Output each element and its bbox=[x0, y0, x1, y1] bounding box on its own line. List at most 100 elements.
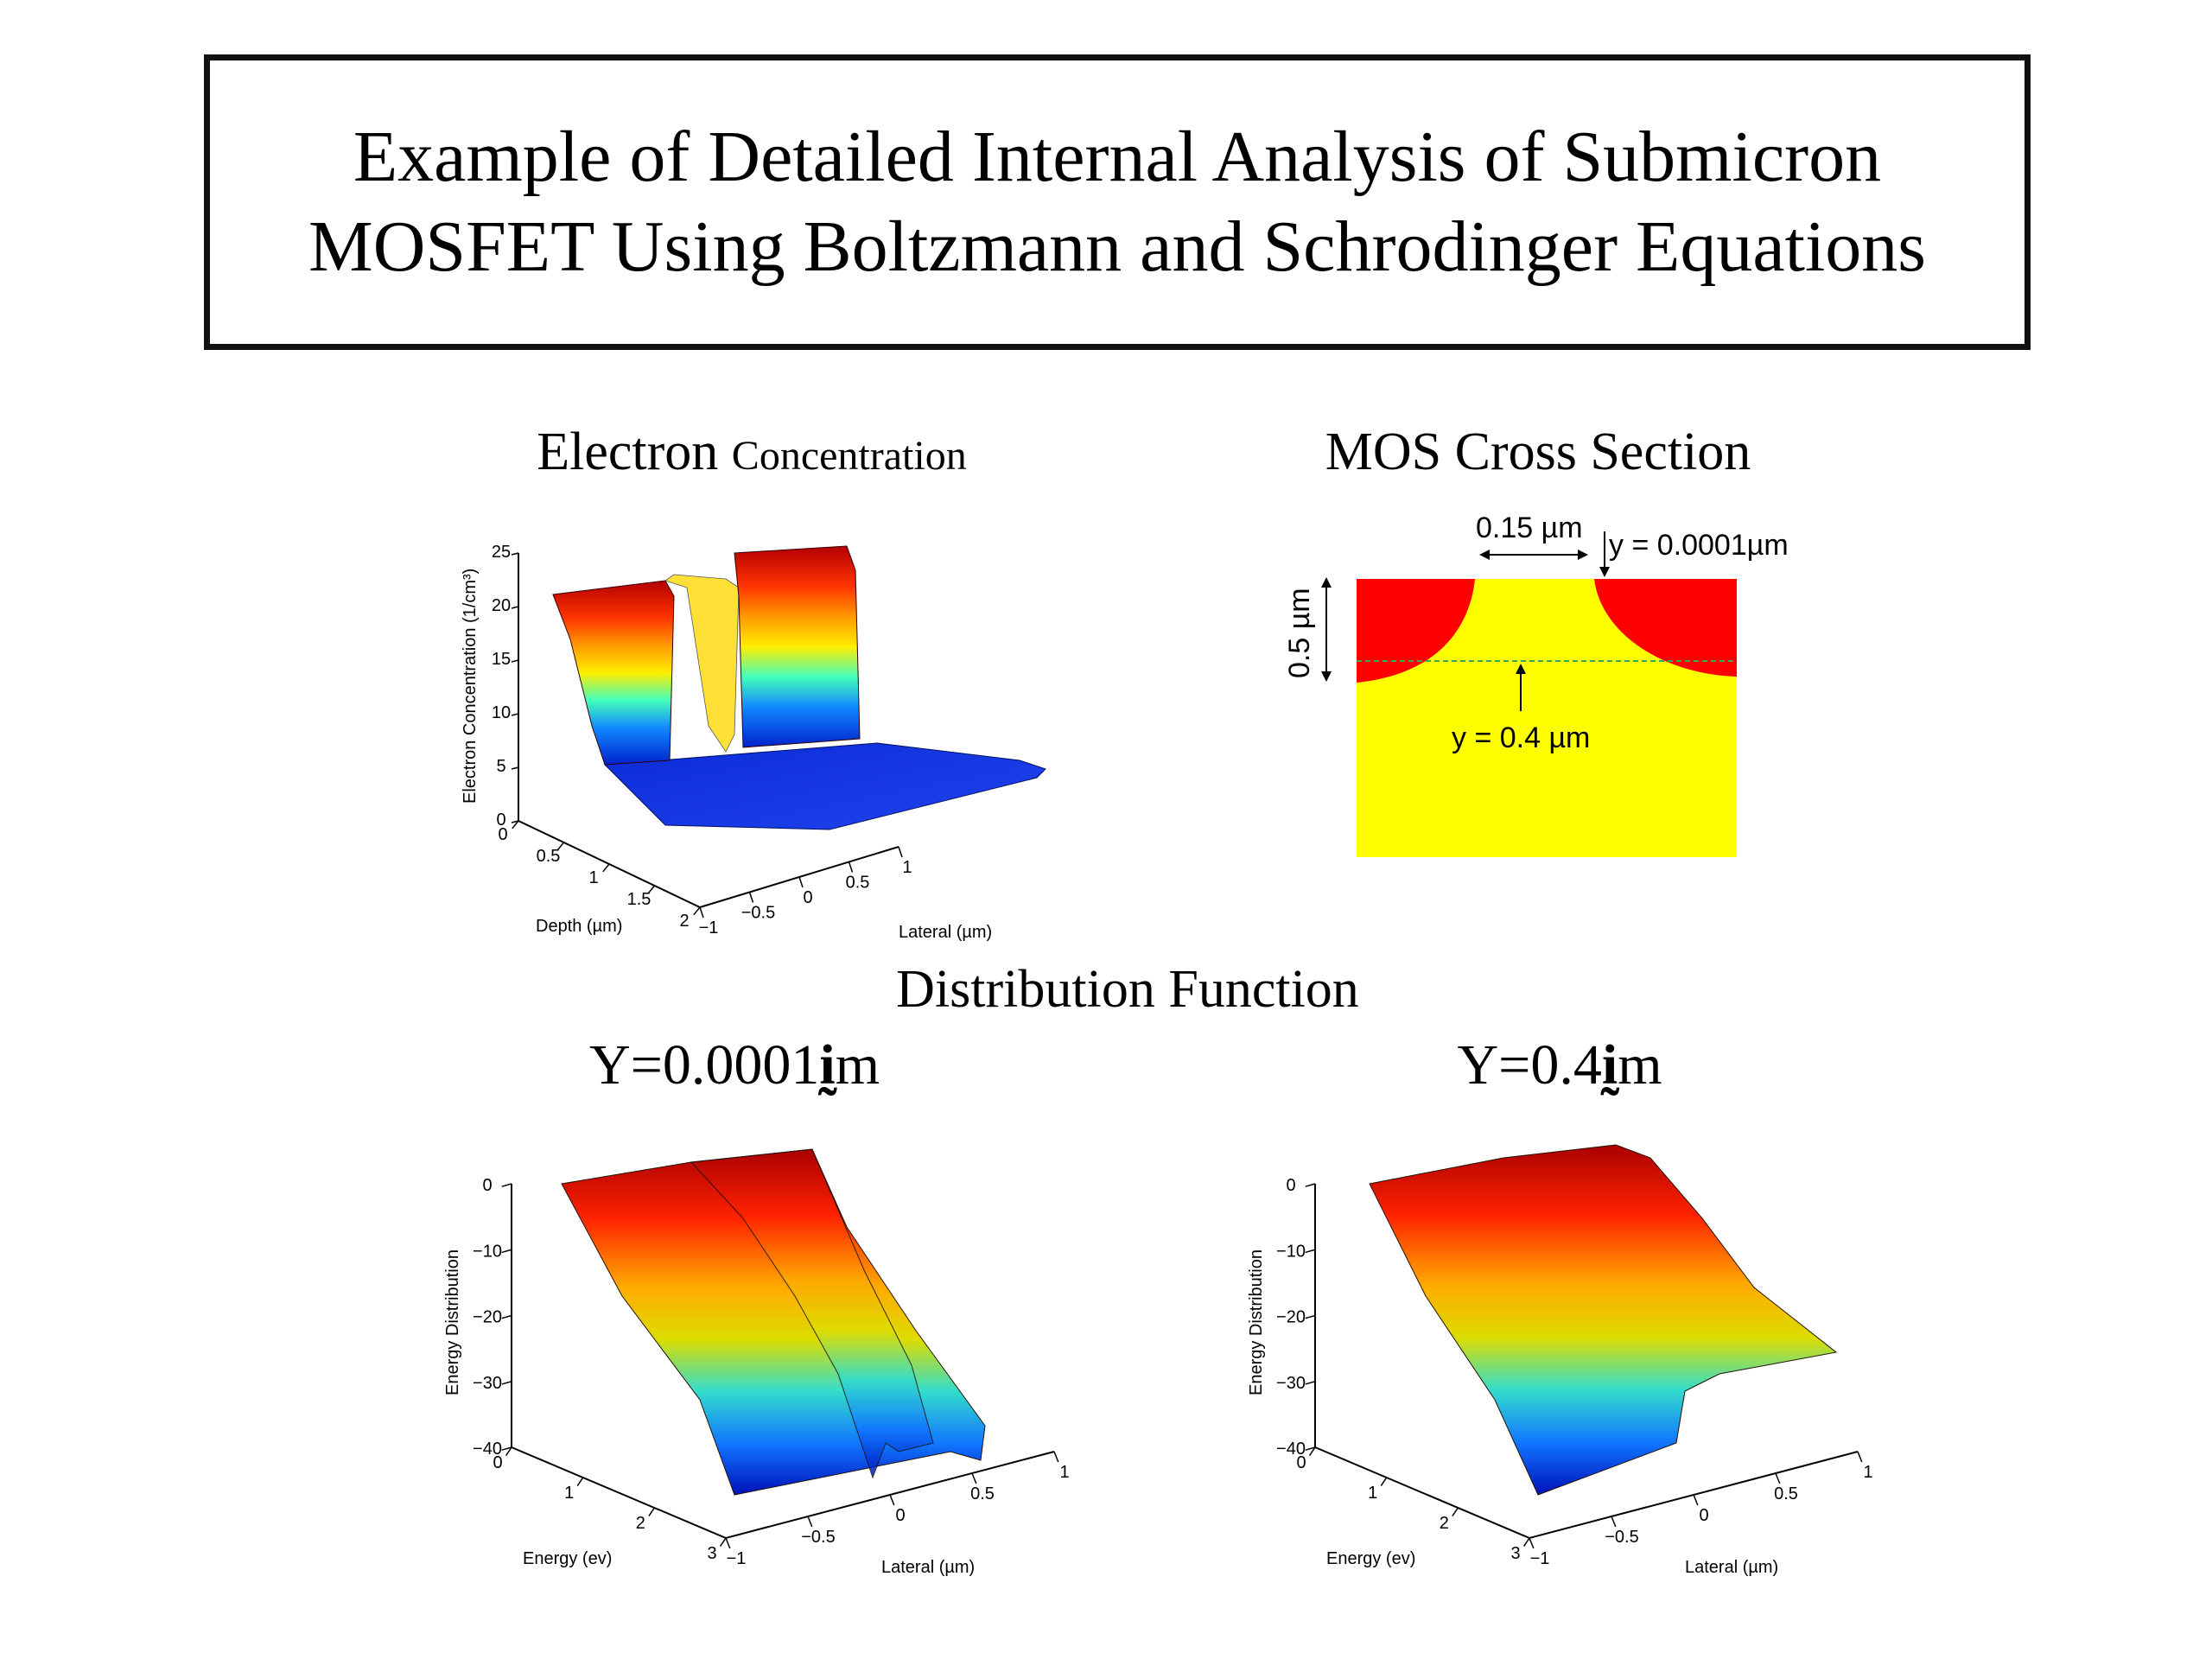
dist1-zlabel: Energy Distribution bbox=[443, 1249, 462, 1395]
dist2-y-tick-mark bbox=[1775, 1472, 1781, 1484]
conc-x-tick-mark bbox=[647, 885, 656, 894]
dist1-z-tick-mark bbox=[501, 1381, 512, 1385]
surface-left-wall bbox=[552, 580, 675, 766]
conc-zlabel: Electron Concentration (1/cm³) bbox=[461, 569, 480, 804]
dist2-z-tick-label: −40 bbox=[1276, 1440, 1306, 1459]
y-bottom-unit: m bbox=[1618, 1033, 1662, 1096]
slide-title-line-1: Example of Detailed Internal Analysis of… bbox=[353, 117, 1882, 197]
dist1-y-tick-label: 1 bbox=[1059, 1463, 1069, 1482]
dist2-z-tick-mark bbox=[1305, 1446, 1316, 1451]
dist1-z-tick-label: −10 bbox=[473, 1242, 502, 1261]
conc-z-tick-label: 10 bbox=[492, 703, 511, 722]
dist2-z-tick-label: −20 bbox=[1276, 1308, 1306, 1327]
conc-y-tick-label: −0.5 bbox=[741, 904, 775, 923]
dist1-x-tick-mark bbox=[576, 1477, 584, 1487]
dist2-y-tick-label: 1 bbox=[1863, 1463, 1872, 1482]
surface-right-wall bbox=[734, 545, 861, 748]
dist1-x-tick-label: 1 bbox=[564, 1484, 574, 1503]
dist2-y-tick-label: −1 bbox=[1530, 1549, 1550, 1568]
conc-z-tick-mark bbox=[511, 766, 519, 770]
dist1-ylabel: Lateral (µm) bbox=[881, 1558, 975, 1577]
dist1-z-tick-mark bbox=[501, 1249, 512, 1254]
surface-valley bbox=[664, 574, 740, 753]
dist1-z-tick-mark bbox=[501, 1446, 512, 1451]
dist2-y-tick-mark bbox=[1693, 1494, 1699, 1506]
dist2-ylabel: Lateral (µm) bbox=[1685, 1558, 1778, 1577]
conc-y-tick-label: 1 bbox=[902, 858, 912, 877]
dist2-x-tick-label: 0 bbox=[1296, 1453, 1306, 1472]
dist1-y-tick-label: 0 bbox=[895, 1506, 905, 1525]
electron-concentration-chart: 0 5 10 15 20 25 0 0.5 1 1.5 2 −1 −0.5 0 0.5 1 Electron … bbox=[461, 543, 1046, 942]
distribution-ridge-1 bbox=[690, 1148, 934, 1479]
conc-y-tick-mark bbox=[699, 906, 704, 918]
dist2-x-tick-label: 2 bbox=[1440, 1514, 1449, 1533]
conc-z-tick-label: 15 bbox=[492, 650, 511, 669]
dist2-z-tick-mark bbox=[1305, 1183, 1316, 1187]
conc-y-tick-label: 0 bbox=[803, 888, 812, 907]
arrow-left-icon bbox=[1479, 550, 1490, 560]
mos-cross-section-caption: MOS Cross Section bbox=[1325, 423, 1751, 481]
arrow-right-icon bbox=[1578, 550, 1588, 560]
dist2-x-tick-mark bbox=[1380, 1477, 1388, 1487]
dist2-y-tick-label: 0.5 bbox=[1774, 1484, 1798, 1503]
dist1-z-tick-label: 0 bbox=[482, 1176, 492, 1195]
arrow-up-icon bbox=[1516, 664, 1526, 674]
electron-word: Electron bbox=[537, 423, 719, 481]
dist2-z-tick-label: −30 bbox=[1276, 1374, 1306, 1393]
conc-x-tick-mark bbox=[556, 842, 565, 851]
conc-y-tick-label: 0.5 bbox=[846, 874, 870, 893]
y-bottom-value: Y=0.4 bbox=[1457, 1033, 1602, 1096]
dist1-x-tick-label: 0 bbox=[493, 1453, 502, 1472]
conc-y-tick-mark bbox=[898, 846, 903, 858]
dist2-y-tick-mark bbox=[1611, 1516, 1617, 1528]
conc-x-tick-mark bbox=[602, 863, 610, 873]
dist2-y-tick-label: 0 bbox=[1699, 1506, 1708, 1525]
mos-y-mid-label: y = 0.4 µm bbox=[1452, 721, 1590, 754]
dist1-x-tick-mark bbox=[505, 1446, 512, 1457]
dist2-x-tick-mark bbox=[1522, 1537, 1530, 1548]
conc-x-tick-mark bbox=[512, 820, 519, 830]
dist1-x-tick-mark bbox=[648, 1507, 655, 1517]
y-top-unit: m bbox=[835, 1033, 880, 1096]
dist1-y-tick-mark bbox=[889, 1494, 895, 1506]
conc-z-tick-label: 25 bbox=[492, 543, 511, 562]
conc-z-tick-mark bbox=[511, 820, 519, 823]
dist1-x-tick-label: 2 bbox=[636, 1514, 645, 1533]
concentration-word: Concentration bbox=[731, 433, 967, 479]
dist2-z-tick-mark bbox=[1305, 1314, 1316, 1319]
dist2-z-tick-mark bbox=[1305, 1249, 1316, 1254]
conc-z-tick-mark bbox=[511, 713, 519, 716]
electron-concentration-caption: Electron Concentration bbox=[484, 422, 1020, 483]
dist1-y-tick-label: −1 bbox=[727, 1549, 747, 1568]
conc-z-tick-label: 20 bbox=[492, 596, 511, 615]
arrow-down-icon bbox=[1321, 671, 1332, 682]
dist2-xlabel: Energy (ev) bbox=[1326, 1549, 1415, 1568]
mos-source-junction bbox=[1357, 579, 1475, 683]
conc-y-tick-label: −1 bbox=[699, 918, 719, 938]
distribution-function-caption: Distribution Function bbox=[896, 960, 1359, 1019]
conc-tick-labels: 0 5 10 15 20 25 0 0.5 1 1.5 2 −1 −0.5 0 0.5 1 bbox=[492, 543, 912, 938]
conc-z-tick-mark bbox=[511, 606, 519, 609]
mu-glyph-icon: ḭ bbox=[1601, 1033, 1618, 1096]
conc-z-tick-label: 5 bbox=[496, 757, 505, 776]
dist1-z-tick-mark bbox=[501, 1314, 512, 1319]
conc-x-tick-label: 1 bbox=[588, 868, 598, 887]
dist2-x-tick-label: 1 bbox=[1368, 1484, 1377, 1503]
dist2-y-tick-mark bbox=[1529, 1537, 1535, 1549]
dist1-xlabel: Energy (ev) bbox=[523, 1549, 612, 1568]
mos-drain-junction bbox=[1594, 579, 1737, 677]
dist1-y-tick-mark bbox=[1053, 1451, 1059, 1463]
conc-z-tick-label: 0 bbox=[496, 810, 505, 830]
mos-cross-section-diagram: 0.15 µm y = 0.0001µm 0.5 µm y = 0.4 µm bbox=[1283, 512, 1789, 857]
arrow-down-icon bbox=[1599, 567, 1610, 577]
conc-x-tick-label: 0.5 bbox=[537, 847, 561, 866]
surface-group bbox=[552, 545, 1046, 830]
conc-y-tick-mark bbox=[848, 861, 854, 873]
dist1-z-tick-label: −40 bbox=[473, 1440, 502, 1459]
surface-floor bbox=[603, 742, 1046, 830]
mos-width-label: 0.15 µm bbox=[1476, 512, 1583, 544]
